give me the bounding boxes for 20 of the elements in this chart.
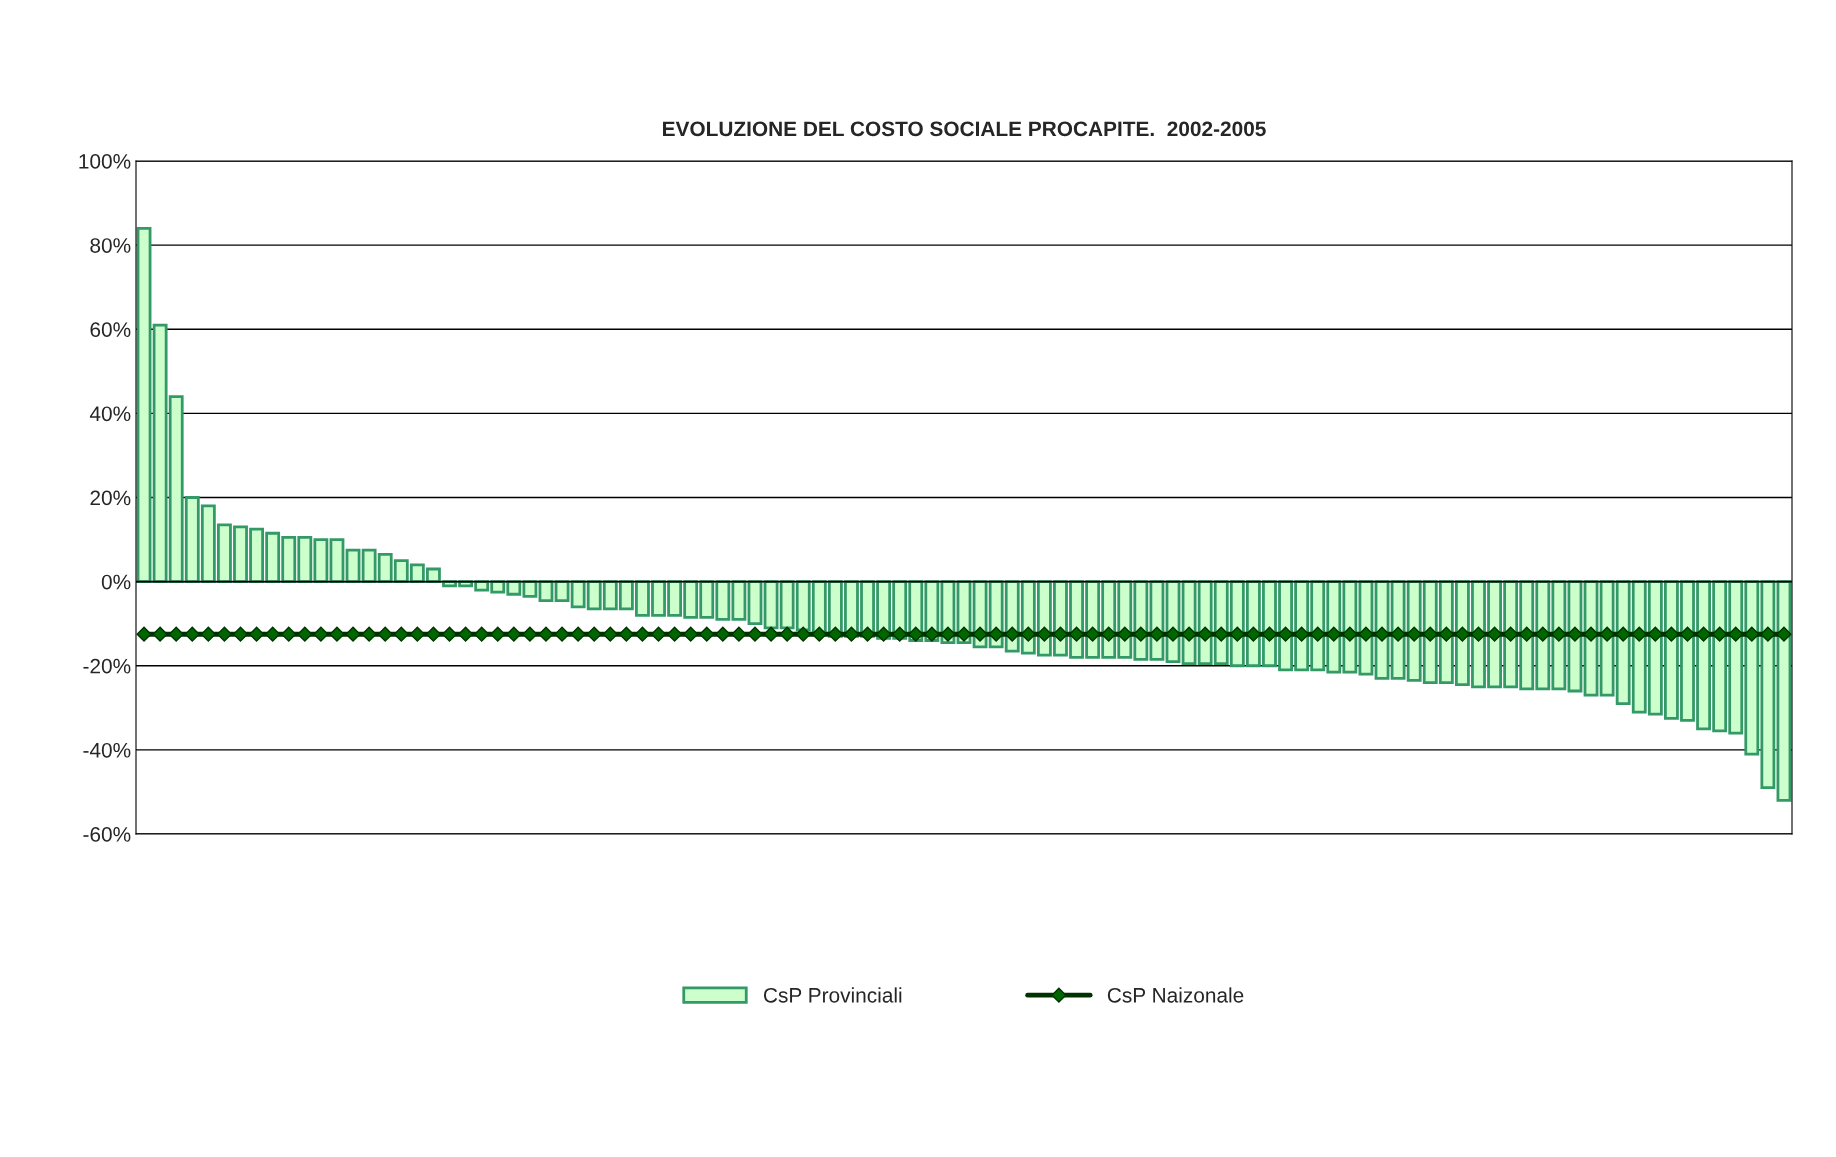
y-tick-label: -20% [83,658,131,674]
y-tick-label: 40% [89,406,131,422]
bar [1583,580,1599,697]
bar [538,580,554,602]
y-tick-label: 20% [90,490,131,506]
y-tick-label: 60% [90,322,131,337]
legend-label: CsP Provinciali [763,987,902,1003]
legend-label: CsP Naizonale [1107,987,1244,1003]
y-tick-label: -40% [83,742,131,758]
y-tick-label: 0% [101,574,131,590]
bar [345,548,361,584]
bar [136,226,152,584]
y-tick-label: 80% [90,238,131,253]
bar [329,538,345,584]
chart-title: EVOLUZIONE DEL COSTO SOCIALE PROCAPITE. 2002-2005 [663,121,1266,137]
bar [1776,580,1792,802]
y-tick-label: -60% [83,827,131,842]
bar [554,580,570,602]
bar [1567,580,1583,693]
y-tick-label: 100% [79,154,131,169]
